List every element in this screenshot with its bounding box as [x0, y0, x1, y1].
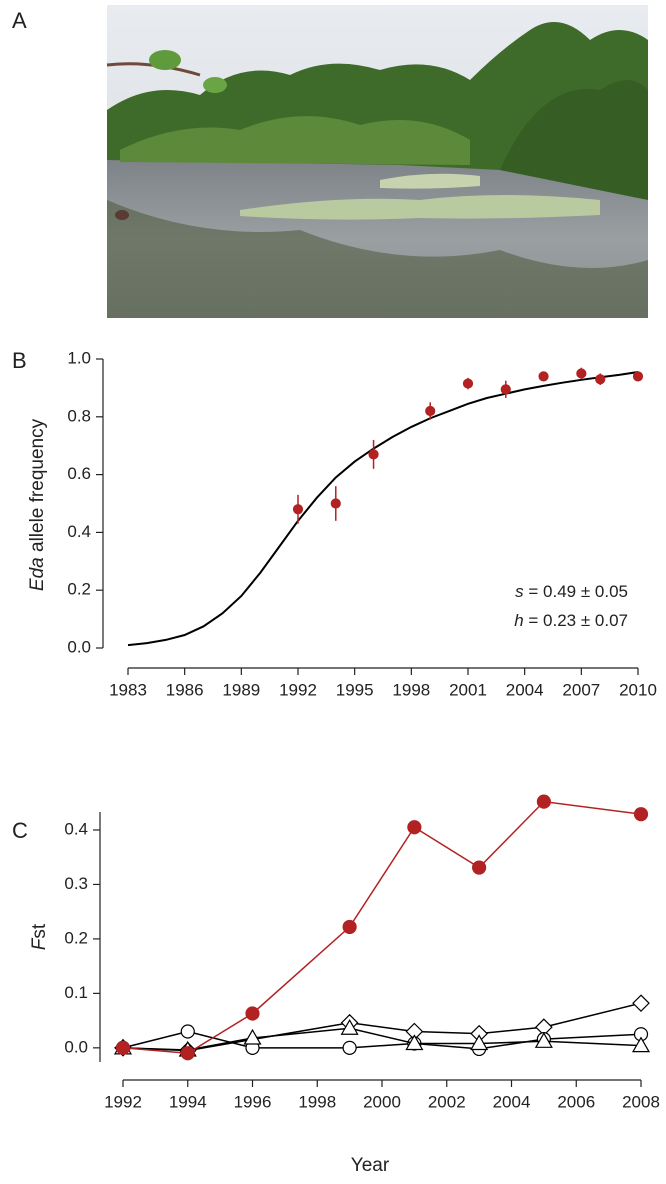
- point: [534, 1032, 553, 1048]
- y-tick-label: 0.4: [67, 522, 91, 541]
- x-tick-label: 1989: [222, 680, 260, 699]
- series-line: [122, 1002, 642, 1052]
- point: [292, 504, 304, 515]
- y-tick-label: 0.6: [67, 464, 91, 483]
- panel-label: A: [12, 8, 27, 33]
- annotation: s = 0.49 ± 0.05: [515, 582, 628, 601]
- point: [407, 820, 422, 835]
- panel-label: C: [12, 818, 28, 843]
- y-tick-label: 0.0: [64, 1037, 88, 1056]
- point: [500, 384, 511, 395]
- point: [595, 374, 606, 385]
- point: [470, 1034, 489, 1051]
- panel-label: B: [12, 348, 27, 373]
- x-tick-label: 1998: [298, 1092, 336, 1111]
- x-tick-label: 1996: [234, 1092, 272, 1111]
- x-tick-label: 1986: [166, 680, 204, 699]
- y-tick-label: 0.3: [64, 874, 88, 893]
- series-line: [122, 1027, 642, 1051]
- chart: C Fst Year 0.0 0.1 0.2 0.3 0.4 1992 1994 1996 1998 2…: [12, 794, 660, 1176]
- point: [342, 1040, 357, 1055]
- x-tick-label: 2004: [506, 680, 544, 699]
- series-line: [127, 371, 639, 647]
- x-tick-label: 1998: [392, 680, 430, 699]
- lake-photo: [106, 5, 648, 318]
- y-tick-label: 0.4: [64, 819, 88, 838]
- y-tick-label: 0.0: [67, 637, 91, 656]
- y-axis-title: Fst: [29, 923, 50, 950]
- point: [405, 1034, 424, 1051]
- x-tick-label: 2001: [449, 680, 487, 699]
- point: [576, 368, 587, 379]
- series-line: [122, 1030, 642, 1050]
- x-tick-label: 1994: [169, 1092, 207, 1111]
- x-tick-label: 1992: [104, 1092, 142, 1111]
- point: [115, 1040, 131, 1055]
- point: [536, 794, 551, 809]
- point: [340, 1019, 359, 1035]
- x-tick-label: 1992: [279, 680, 317, 699]
- point: [245, 1006, 260, 1021]
- y-tick-label: 1.0: [67, 348, 91, 367]
- y-tick-label: 0.2: [64, 928, 88, 947]
- point: [342, 919, 357, 935]
- point: [368, 449, 379, 460]
- annotation: h = 0.23 ± 0.07: [514, 611, 628, 630]
- chart: B Eda allele frequency 0.0 0.2 0.4 0.6 0.8 1.0 1…: [12, 348, 657, 700]
- series-line: [122, 800, 642, 1055]
- x-tick-label: 2000: [363, 1092, 401, 1111]
- x-tick-label: 2006: [557, 1092, 595, 1111]
- x-tick-label: 1995: [336, 680, 374, 699]
- point: [462, 378, 474, 389]
- point: [631, 1036, 651, 1053]
- x-tick-label: 2004: [493, 1092, 531, 1111]
- y-tick-label: 0.2: [67, 580, 91, 599]
- point: [425, 405, 436, 417]
- y-tick-label: 0.8: [67, 406, 91, 425]
- y-axis-title: Eda allele frequency: [27, 418, 48, 591]
- point: [632, 994, 650, 1013]
- x-tick-label: 2002: [428, 1092, 466, 1111]
- point: [632, 371, 644, 382]
- point: [180, 1024, 195, 1039]
- y-tick-label: 0.1: [64, 983, 88, 1002]
- point: [330, 498, 341, 509]
- x-tick-label: 2010: [619, 680, 657, 699]
- x-tick-label: 2007: [562, 680, 600, 699]
- point: [180, 1046, 195, 1061]
- point: [538, 371, 549, 382]
- x-axis-title: Year: [351, 1155, 390, 1176]
- x-tick-label: 1983: [109, 680, 147, 699]
- point: [472, 860, 487, 875]
- point: [243, 1028, 262, 1045]
- x-tick-label: 2008: [622, 1092, 660, 1111]
- point: [633, 807, 649, 822]
